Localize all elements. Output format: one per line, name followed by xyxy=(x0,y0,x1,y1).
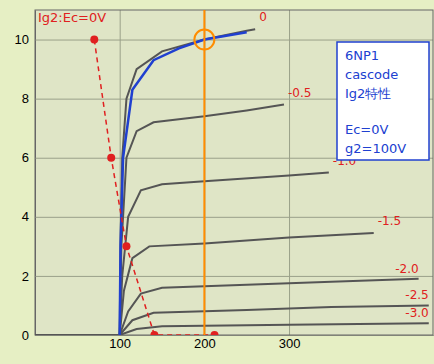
x-axis: 100 200 300 xyxy=(36,10,434,351)
series-label: -0.5 xyxy=(288,86,311,100)
text-box-frame xyxy=(337,42,429,160)
tick-label: 8 xyxy=(22,91,29,106)
tick-label: 6 xyxy=(22,150,29,165)
title: Ig2:Ec=0V xyxy=(38,10,106,25)
grid-line xyxy=(289,10,290,335)
series-line xyxy=(94,40,214,335)
series-marker xyxy=(211,331,219,335)
series-label: 0 xyxy=(259,10,267,24)
grid-line xyxy=(35,276,433,277)
series-line xyxy=(35,29,255,335)
tick: 300 xyxy=(279,10,301,351)
grid-line xyxy=(204,10,205,335)
plot-frame xyxy=(35,10,433,335)
tick-label: 10 xyxy=(15,32,29,47)
text-box-line: cascode xyxy=(345,67,398,82)
highlight-circle xyxy=(194,30,214,50)
series-label: -2.5 xyxy=(405,288,428,302)
series-label: -2.0 xyxy=(395,262,418,276)
series-line xyxy=(35,323,429,335)
plot-area xyxy=(35,10,433,335)
tick-label: 4 xyxy=(22,209,29,224)
series-marker xyxy=(90,36,98,44)
series-label: -3.0 xyxy=(405,306,428,320)
tick-label: 2 xyxy=(22,269,29,284)
text-box-line: Ig2特性 xyxy=(345,86,391,101)
series-label: -1.5 xyxy=(378,214,401,228)
tick-label: 200 xyxy=(194,336,216,351)
tick-label: 100 xyxy=(109,336,131,351)
series-labels: 0-0.5-1.0-1.5-2.0-2.5-3.0 xyxy=(259,10,429,320)
vertical-line xyxy=(203,10,205,335)
tick: 4 xyxy=(22,209,433,224)
tick-label: 300 xyxy=(279,336,301,351)
series-line xyxy=(35,105,284,335)
text-box-line: 6NP1 xyxy=(345,48,379,63)
y-axis: 0 2 4 6 8 10 xyxy=(15,11,433,343)
series-line xyxy=(120,32,247,335)
series-marker xyxy=(107,154,115,162)
series-marker xyxy=(122,242,130,250)
series-line xyxy=(35,173,329,336)
tick-label: 0 xyxy=(22,328,29,343)
text-box-line: g2=100V xyxy=(345,141,406,156)
series-line xyxy=(35,305,429,335)
background xyxy=(0,0,434,364)
data-layer xyxy=(35,10,429,335)
series-marker xyxy=(150,331,158,335)
grid-line xyxy=(35,217,433,218)
text-box: 6NP1 cascode Ig2特性 Ec=0V g2=100V xyxy=(337,42,429,160)
text-box-line: Ec=0V xyxy=(345,122,389,137)
